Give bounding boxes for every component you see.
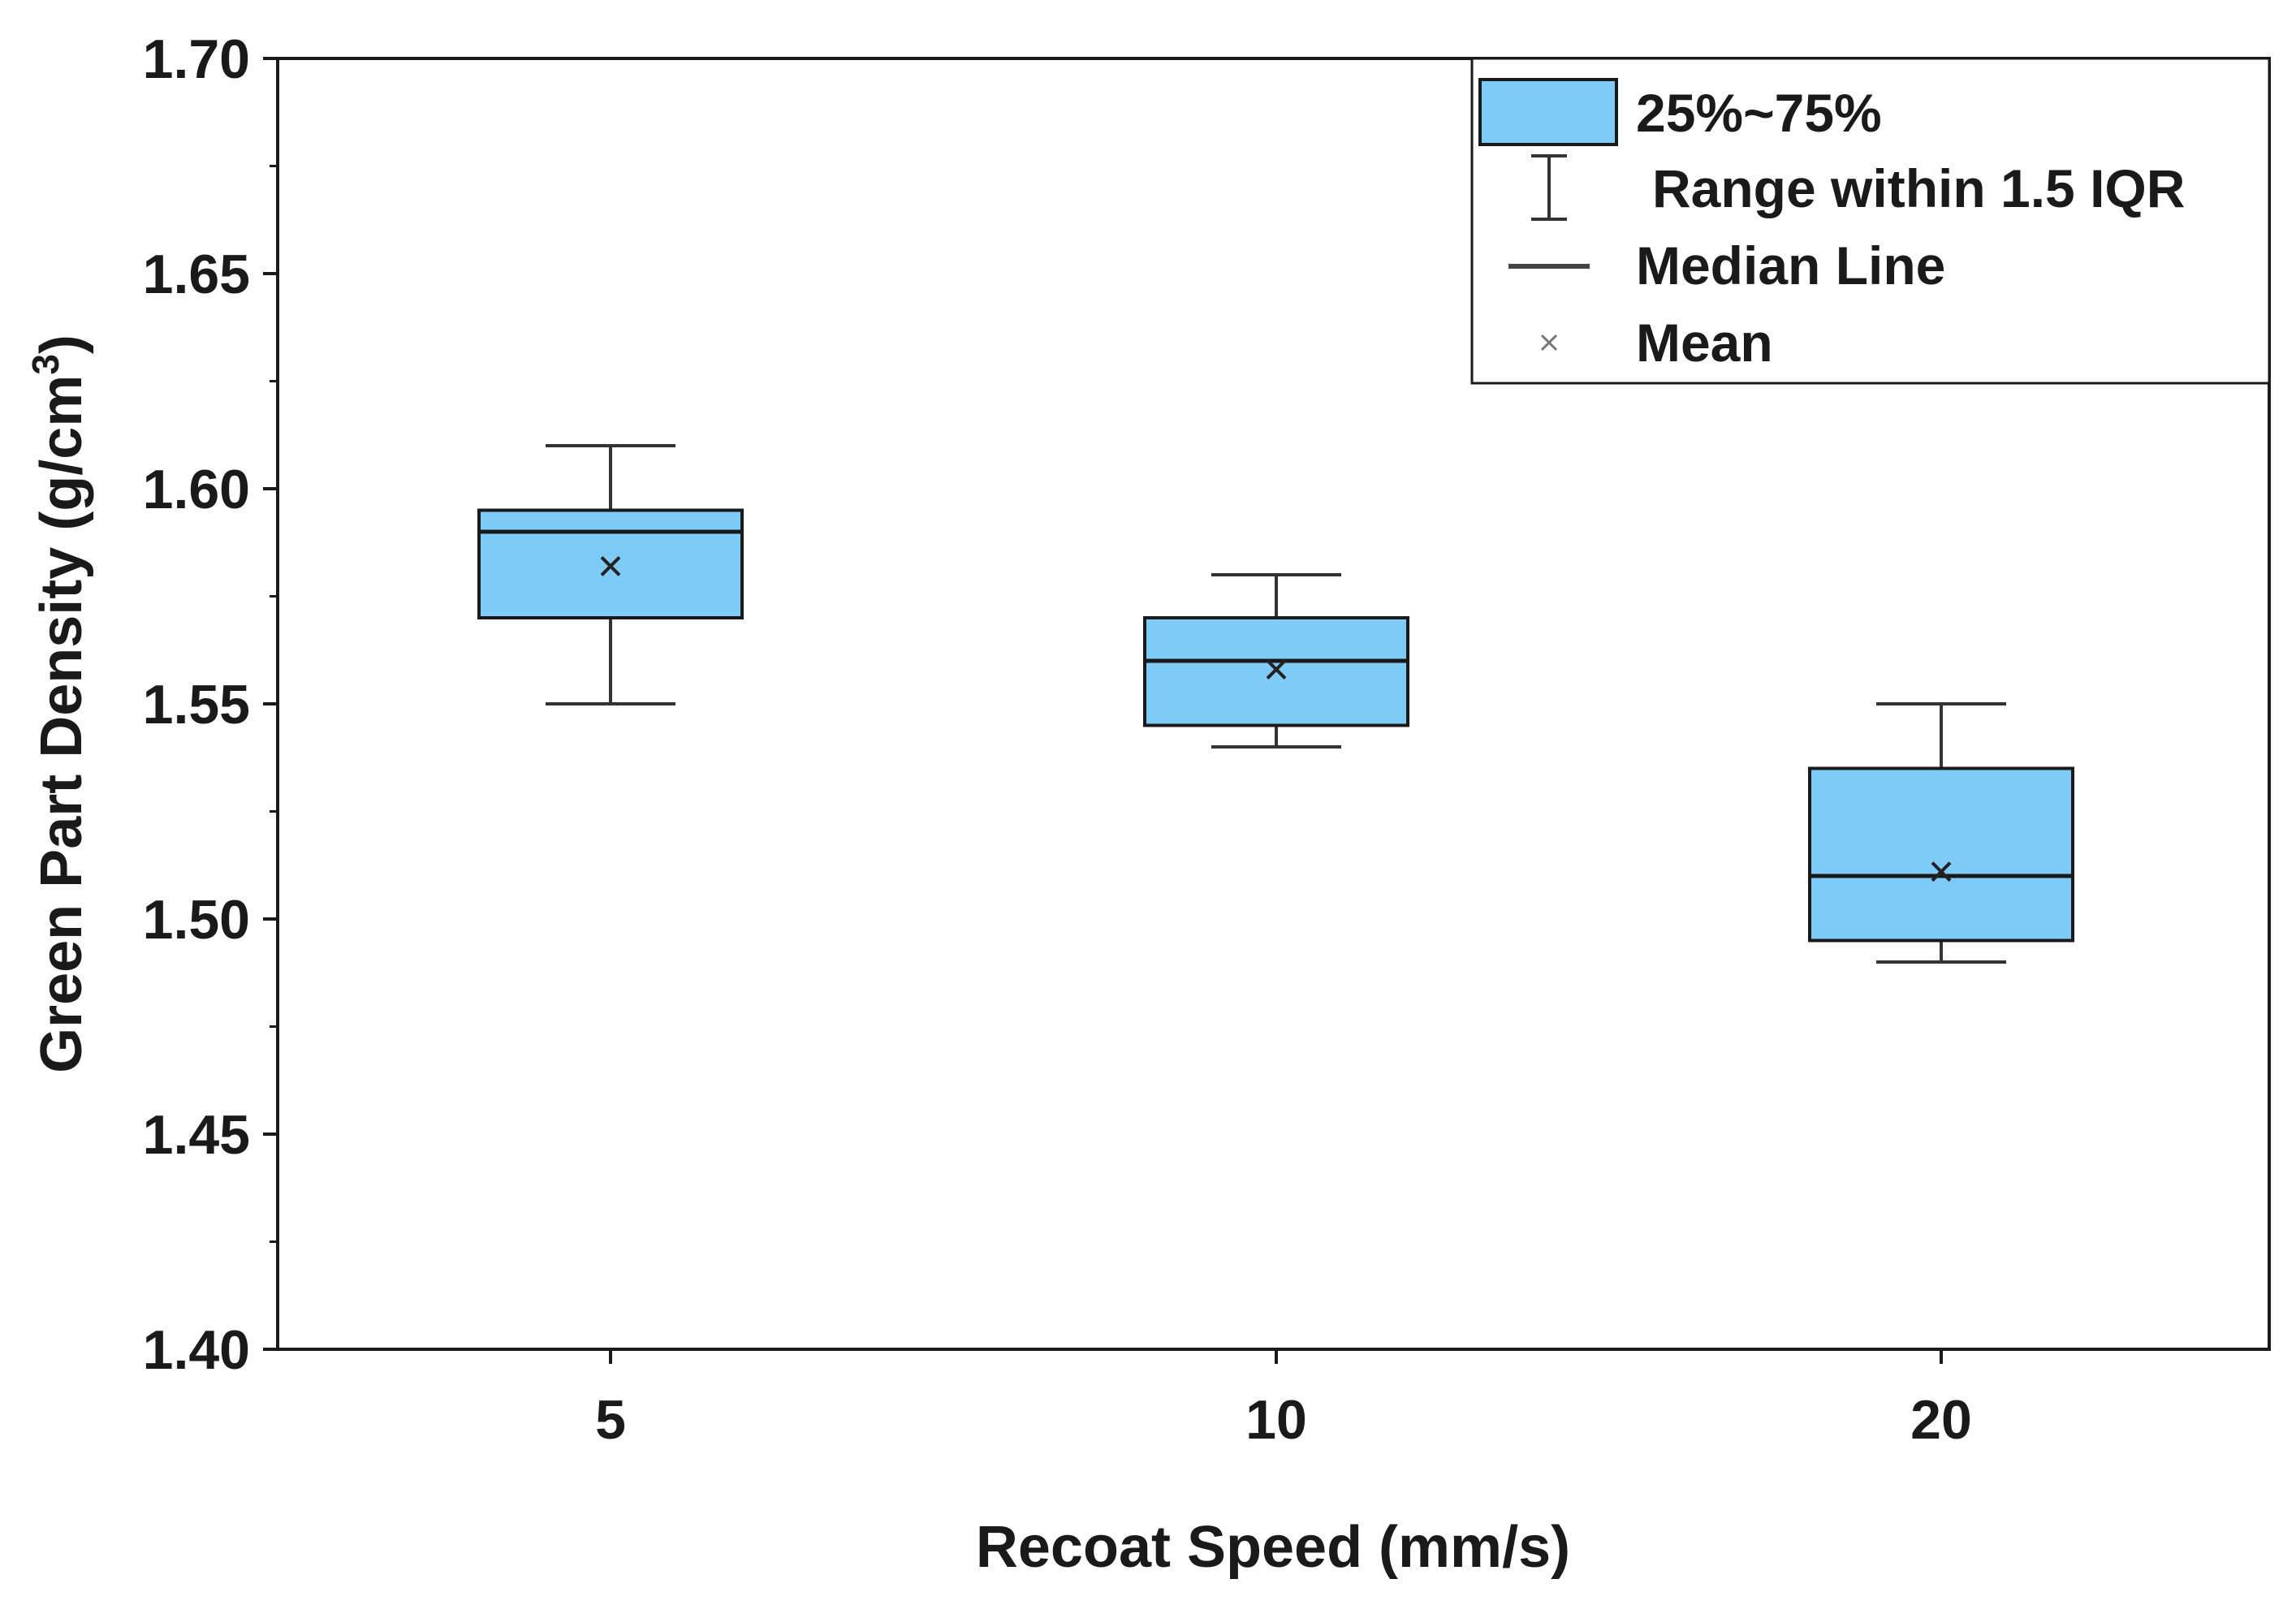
legend-mean-swatch (1540, 334, 1558, 352)
box-5 (477, 444, 744, 705)
box-10 (1143, 573, 1409, 749)
y-tick-label: 1.55 (143, 674, 250, 736)
legend-median-label: Median Line (1636, 235, 1945, 296)
y-tick-label: 1.65 (143, 244, 250, 305)
y-tick-label: 1.60 (143, 459, 250, 520)
y-tick-label: 1.50 (143, 889, 250, 951)
x-axis-title: Recoat Speed (mm/s) (976, 1515, 1570, 1580)
mean-marker (1931, 861, 1952, 882)
box-20 (1808, 702, 2074, 964)
legend-range-label: Range within 1.5 IQR (1652, 158, 2185, 218)
x-tick-label: 5 (595, 1389, 626, 1451)
y-tick-label: 1.45 (143, 1104, 250, 1166)
y-axis-title: Green Part Density (g/cm3) (24, 334, 94, 1073)
x-tick-label: 10 (1245, 1389, 1307, 1451)
mean-marker (1266, 659, 1287, 680)
y-axis-title-superscript: 3 (24, 354, 67, 375)
iqr-box (1808, 766, 2074, 943)
legend-box-swatch (1478, 78, 1618, 146)
legend-box-label: 25%~75% (1636, 83, 1882, 143)
x-tick-label: 20 (1910, 1389, 1972, 1451)
iqr-box (1143, 616, 1409, 727)
y-tick-label: 1.70 (143, 28, 250, 90)
legend-mean-label: Mean (1636, 313, 1773, 373)
mean-marker (600, 555, 621, 576)
y-axis-title-close: ) (29, 334, 94, 354)
y-axis-title-main: Green Part Density (g/cm (29, 375, 94, 1073)
y-tick-label: 1.40 (143, 1319, 250, 1381)
